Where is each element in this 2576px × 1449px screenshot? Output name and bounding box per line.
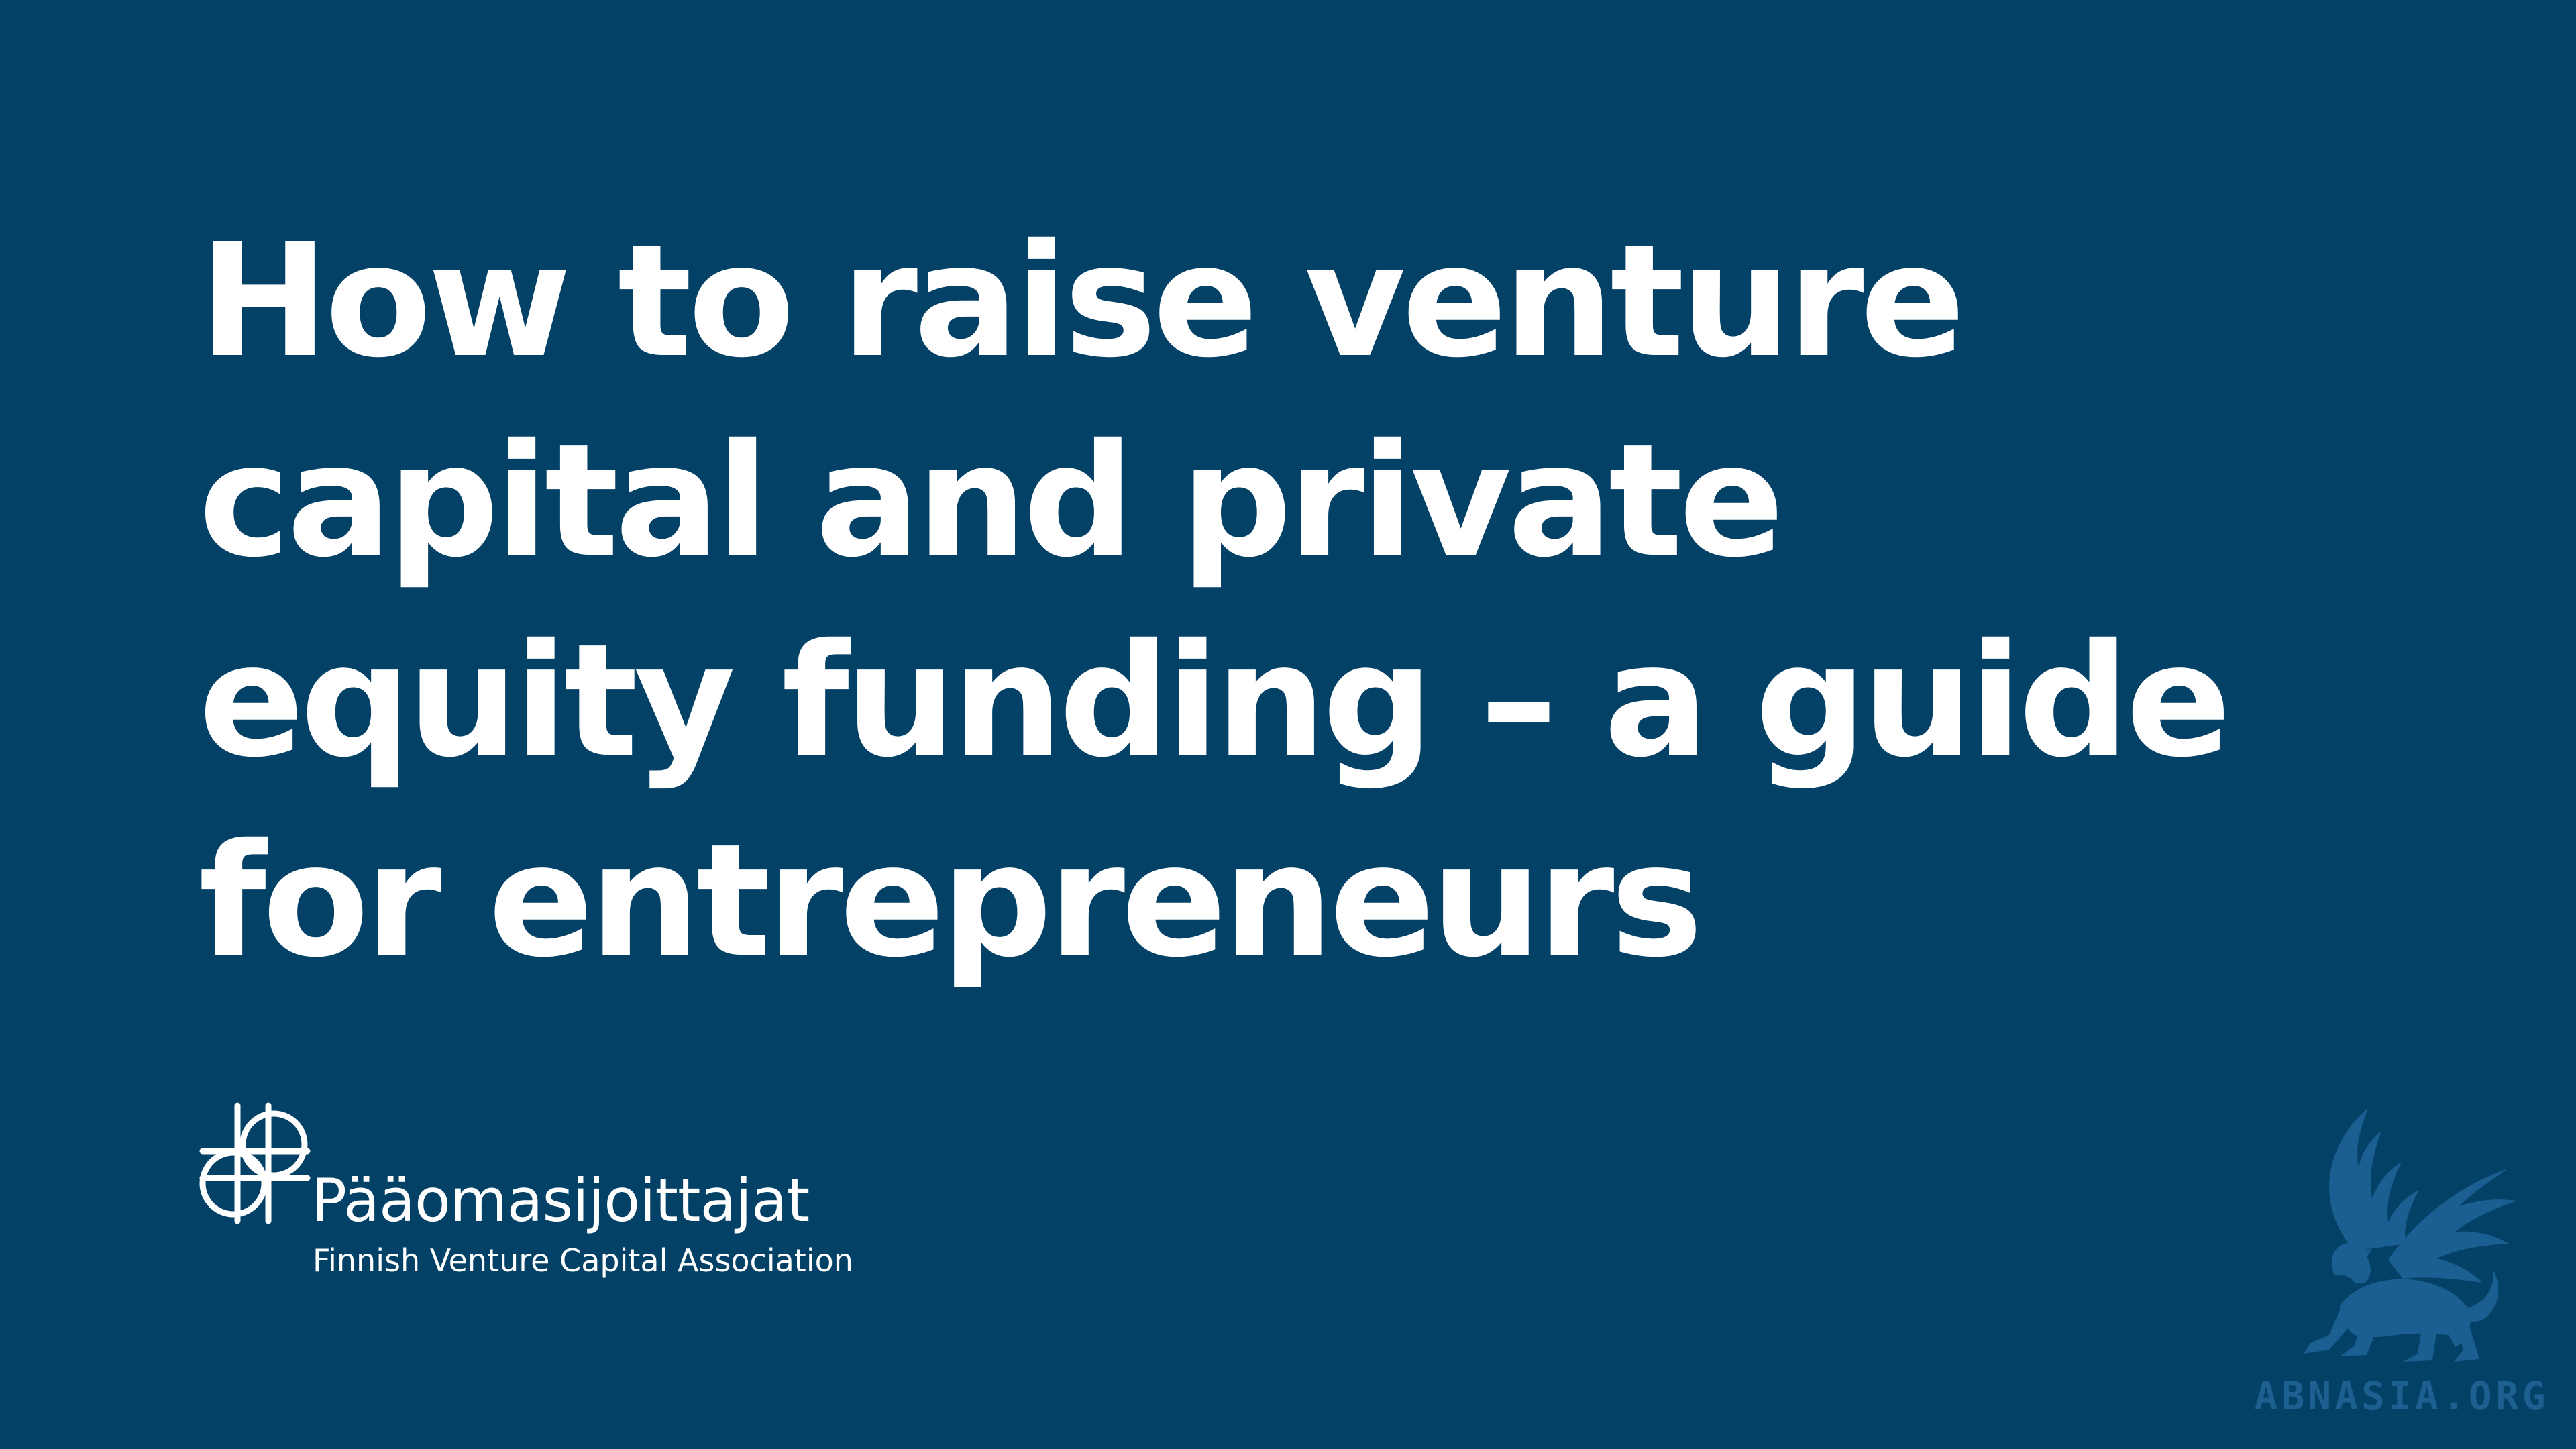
watermark-text: ABNASIA.ORG <box>2241 1374 2563 1418</box>
headline: How to raise venture capital and private… <box>199 201 2479 1001</box>
association-name: Pääomasijoittajat <box>311 1167 809 1234</box>
headline-line: How to raise venture <box>199 201 2479 401</box>
association-logo: Pääomasijoittajat Finnish Venture Capita… <box>199 1097 843 1285</box>
association-tagline: Finnish Venture Capital Association <box>313 1242 853 1279</box>
headline-line: capital and private <box>199 401 2479 601</box>
griffin-emblem-icon <box>2254 1107 2522 1375</box>
headline-line: equity funding – a guide <box>199 601 2479 801</box>
watermark: ABNASIA.ORG <box>2241 1107 2563 1422</box>
globe-cross-logo-icon <box>199 1097 313 1229</box>
headline-line: for entrepreneurs <box>199 801 2479 1001</box>
